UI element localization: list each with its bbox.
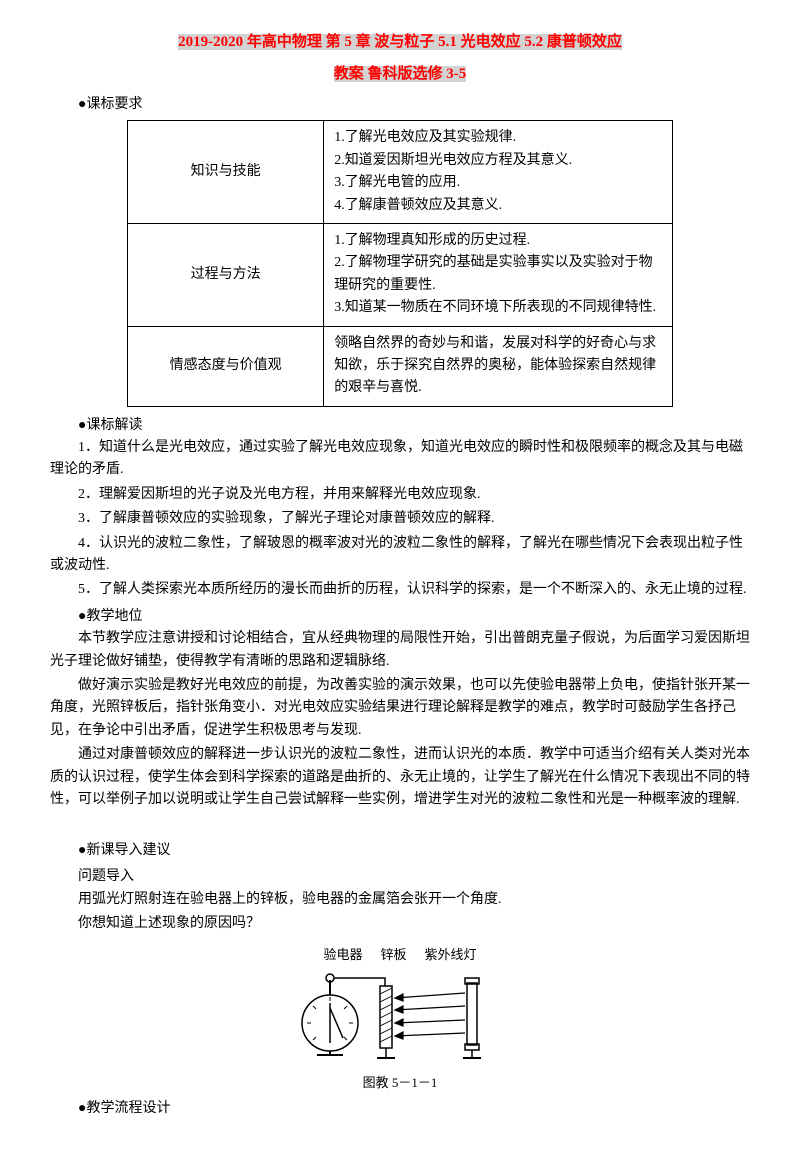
section-kebiao-yaoqiu: ●课标要求 (50, 94, 750, 116)
table-row: 情感态度与价值观 领略自然界的奇妙与和谐，发展对科学的好奇心与求知欲，乐于探究自… (128, 326, 673, 406)
title-highlight-2: 教案 鲁科版选修 3-5 (334, 66, 467, 82)
jiedu-item: 3．了解康普顿效应的实验现象，了解光子理论对康普顿效应的解释. (50, 508, 750, 530)
jiedu-item: 2．理解爱因斯坦的光子说及光电方程，并用来解释光电效应现象. (50, 484, 750, 506)
section-kebiao-jiedu: ●课标解读 (50, 415, 750, 437)
row-label: 情感态度与价值观 (128, 326, 324, 406)
section-liucheng: ●教学流程设计 (50, 1098, 750, 1120)
req-item: 3.了解光电管的应用. (334, 172, 662, 194)
figure-top-labels: 验电器 锌板 紫外线灯 (50, 945, 750, 966)
table-row: 知识与技能 1.了解光电效应及其实验规律. 2.知道爱因斯坦光电效应方程及其意义… (128, 121, 673, 224)
req-item: 4.了解康普顿效应及其意义. (334, 195, 662, 217)
daoru-para: 用弧光灯照射连在验电器上的锌板，验电器的金属箔会张开一个角度. (50, 889, 750, 911)
row-content: 1.了解光电效应及其实验规律. 2.知道爱因斯坦光电效应方程及其意义. 3.了解… (324, 121, 673, 224)
diwei-para: 通过对康普顿效应的解释进一步认识光的波粒二象性，进而认识光的本质．教学中可适当介… (50, 744, 750, 811)
apparatus-svg (295, 968, 505, 1063)
req-item: 1.了解物理真知形成的历史过程. (334, 230, 662, 252)
figure-caption: 图教 5－1－1 (50, 1073, 750, 1094)
fig-label-uv-lamp: 紫外线灯 (425, 945, 477, 966)
subsection-wenti-daoru: 问题导入 (50, 866, 750, 888)
doc-title-line1: 2019-2020 年高中物理 第 5 章 波与粒子 5.1 光电效应 5.2 … (50, 30, 750, 54)
diwei-para: 做好演示实验是教好光电效应的前提，为改善实验的演示效果，也可以先使验电器带上负电… (50, 675, 750, 742)
jiedu-item: 4．认识光的波粒二象性，了解玻恩的概率波对光的波粒二象性的解释，了解光在哪些情况… (50, 533, 750, 578)
daoru-para: 你想知道上述现象的原因吗？ (50, 913, 750, 935)
requirements-table: 知识与技能 1.了解光电效应及其实验规律. 2.知道爱因斯坦光电效应方程及其意义… (127, 120, 673, 406)
section-xinke-daoru: ●新课导入建议 (50, 840, 750, 862)
doc-title-line2: 教案 鲁科版选修 3-5 (50, 62, 750, 86)
section-jiaoxue-diwei: ●教学地位 (50, 606, 750, 628)
row-content: 领略自然界的奇妙与和谐，发展对科学的好奇心与求知欲，乐于探究自然界的奥秘，能体验… (324, 326, 673, 406)
table-row: 过程与方法 1.了解物理真知形成的历史过程. 2.了解物理学研究的基础是实验事实… (128, 223, 673, 326)
fig-label-zinc-plate: 锌板 (380, 945, 406, 966)
jiedu-item: 1．知道什么是光电效应，通过实验了解光电效应现象，知道光电效应的瞬时性和极限频率… (50, 437, 750, 482)
req-item: 2.知道爱因斯坦光电效应方程及其意义. (334, 150, 662, 172)
row-label: 知识与技能 (128, 121, 324, 224)
title-highlight-1: 2019-2020 年高中物理 第 5 章 波与粒子 5.1 光电效应 5.2 … (178, 34, 622, 50)
jiedu-item: 5．了解人类探索光本质所经历的漫长而曲折的历程，认识科学的探索，是一个不断深入的… (50, 579, 750, 601)
row-label: 过程与方法 (128, 223, 324, 326)
row-content: 1.了解物理真知形成的历史过程. 2.了解物理学研究的基础是实验事实以及实验对于… (324, 223, 673, 326)
req-item: 领略自然界的奇妙与和谐，发展对科学的好奇心与求知欲，乐于探究自然界的奥秘，能体验… (334, 333, 662, 400)
figure-apparatus: 验电器 锌板 紫外线灯 (50, 945, 750, 1094)
diwei-para: 本节教学应注意讲授和讨论相结合，宜从经典物理的局限性开始，引出普朗克量子假说，为… (50, 628, 750, 673)
req-item: 2.了解物理学研究的基础是实验事实以及实验对于物理研究的重要性. (334, 252, 662, 297)
req-item: 1.了解光电效应及其实验规律. (334, 127, 662, 149)
req-item: 3.知道某一物质在不同环境下所表现的不同规律特性. (334, 297, 662, 319)
fig-label-electroscope: 验电器 (323, 945, 362, 966)
